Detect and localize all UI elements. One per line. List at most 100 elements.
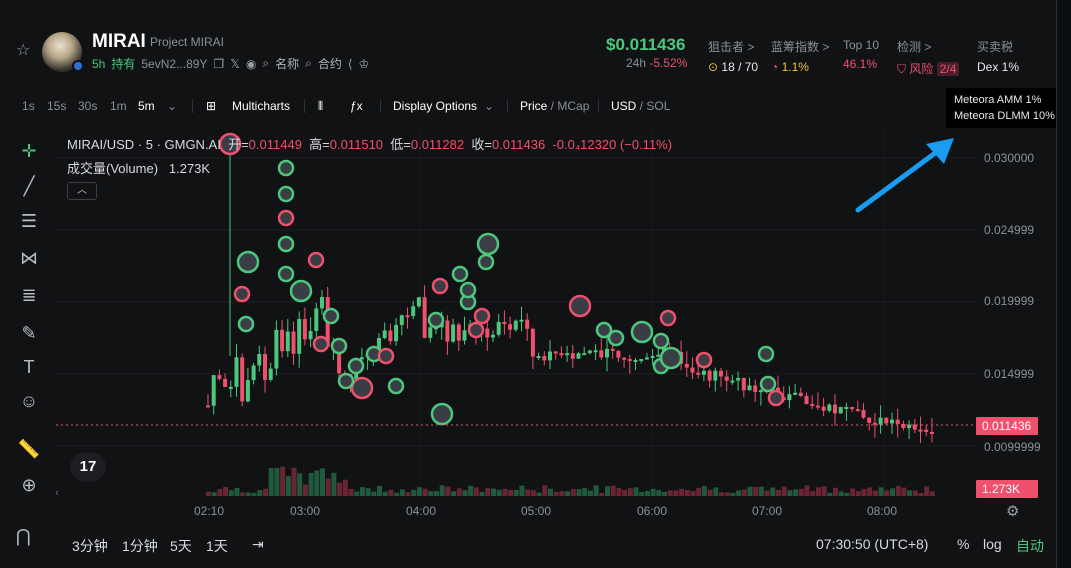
prediction-icon[interactable]: ≣ <box>21 285 37 305</box>
drawing-toolbar: ✛ ╱ ☰ ⋈ ≣ ✎ T ☺ 📏 ⊕ ‹ <box>0 130 59 568</box>
volume-bar <box>502 488 508 496</box>
volume-bar <box>302 484 308 496</box>
collapse-legend-button[interactable]: ︿ <box>67 182 97 200</box>
volume-bar <box>776 489 781 496</box>
candle-body <box>257 354 262 366</box>
candle-body <box>228 386 233 389</box>
brush-icon[interactable]: ✎ <box>21 323 37 343</box>
range-1d[interactable]: 1天 <box>206 538 228 554</box>
stat-value: Dex 1% <box>977 60 1020 74</box>
indicators-icon[interactable]: ƒx <box>350 99 363 113</box>
interval-1m[interactable]: 1m <box>110 99 127 113</box>
crown-icon[interactable]: ♔ <box>358 56 370 71</box>
multicharts-icon[interactable]: ⊞ <box>206 99 217 113</box>
x-tick: 04:00 <box>406 504 437 518</box>
trade-marker <box>695 351 713 369</box>
star-icon[interactable]: ☆ <box>16 42 31 59</box>
candle-body <box>878 417 883 425</box>
stat-label: 买卖税 <box>977 40 1014 54</box>
token-address[interactable]: 5evN2...89Y <box>141 56 208 71</box>
goto-date-icon[interactable]: ⇥ <box>252 536 264 552</box>
volume-bar <box>610 485 616 496</box>
website-icon[interactable]: ◉ <box>245 56 257 71</box>
stat-snipers[interactable]: 狙击者 > ⊙ 18 / 70 <box>708 38 758 74</box>
volume-bar <box>633 487 639 496</box>
auto-toggle[interactable]: 自动 <box>1016 538 1044 554</box>
trade-marker <box>347 357 365 375</box>
trade-marker <box>277 185 295 203</box>
pattern-icon[interactable]: ⋈ <box>20 248 38 268</box>
x-twitter-icon[interactable]: 𝕏 <box>230 56 240 71</box>
zoom-in-icon[interactable]: ⊕ <box>21 475 37 495</box>
log-toggle[interactable]: log <box>983 536 1002 552</box>
volume-bar <box>650 488 656 496</box>
range-1m[interactable]: 1分钟 <box>122 538 158 554</box>
y-tick: 0.0099999 <box>984 440 1041 454</box>
interval-30s[interactable]: 30s <box>78 99 98 113</box>
clock-label[interactable]: 07:30:50 (UTC+8) <box>816 536 929 552</box>
gear-icon[interactable]: ⚙ <box>1006 503 1020 520</box>
chevron-left-icon[interactable]: ‹ <box>55 487 59 499</box>
volume-bar <box>280 466 286 496</box>
ruler-icon[interactable]: 📏 <box>17 439 41 459</box>
fib-lines-icon[interactable]: ☰ <box>20 211 38 231</box>
candle-body <box>912 424 917 430</box>
candle-body <box>793 392 798 395</box>
volume-bar <box>616 488 622 496</box>
stat-value: ◔ 1.1% <box>771 60 809 74</box>
trade-marker <box>377 347 395 365</box>
search-icon[interactable]: ⌕ <box>305 56 312 70</box>
name-search-link[interactable]: 名称 <box>275 57 300 71</box>
search-icon[interactable]: ⌕ <box>262 56 270 70</box>
price-mcap-toggle[interactable]: Price / MCap <box>520 99 590 113</box>
tradingview-logo[interactable]: 17 <box>70 452 106 482</box>
trade-marker <box>277 235 295 253</box>
share-icon[interactable]: ⟨ <box>347 56 353 71</box>
candle-body <box>884 417 889 424</box>
trade-marker <box>350 376 374 400</box>
pool-fee-tooltip: Meteora AMM 1% Meteora DLMM 10% <box>946 88 1064 128</box>
stat-label: Top 10 <box>843 38 880 52</box>
display-options-button[interactable]: Display Options <box>393 99 478 113</box>
price-chart[interactable] <box>56 126 976 526</box>
usd-sol-toggle[interactable]: USD / SOL <box>611 99 671 113</box>
trendline-icon[interactable]: ╱ <box>23 176 35 196</box>
stat-bluechip[interactable]: 蓝筹指数 > ◔ 1.1% <box>771 38 829 74</box>
trade-marker <box>312 335 330 353</box>
magnet-icon[interactable]: ⋂ <box>16 526 31 546</box>
interval-15s[interactable]: 15s <box>47 99 67 113</box>
volume-bar <box>656 490 662 496</box>
candles-icon[interactable]: ⫴ <box>318 99 324 113</box>
range-5d[interactable]: 5天 <box>170 538 192 554</box>
interval-1s[interactable]: 1s <box>22 99 35 113</box>
crosshair-icon[interactable]: ✛ <box>21 141 37 161</box>
candle-body <box>405 315 410 318</box>
gauge-icon: ◔ <box>771 60 779 74</box>
volume-bar <box>314 470 320 496</box>
candle-body <box>416 297 421 307</box>
chevron-down-icon[interactable]: ⌄ <box>167 99 178 113</box>
range-3m[interactable]: 3分钟 <box>72 538 108 554</box>
candle-body <box>872 422 877 425</box>
trade-marker <box>607 329 625 347</box>
copy-icon[interactable]: ❐ <box>213 56 225 71</box>
contract-search-link[interactable]: 合约 <box>317 57 342 71</box>
candle-body <box>388 330 393 342</box>
chevron-down-icon[interactable]: ⌄ <box>484 99 495 113</box>
trade-marker <box>427 311 445 329</box>
stat-tax[interactable]: 买卖税 Dex 1% <box>977 38 1019 74</box>
stat-top10[interactable]: Top 10 46.1% <box>843 38 879 71</box>
percent-toggle[interactable]: % <box>957 536 970 552</box>
high-value: 0.011510 <box>329 137 384 152</box>
volume-bar <box>513 489 519 496</box>
emoji-icon[interactable]: ☺ <box>19 391 39 411</box>
text-icon[interactable]: T <box>23 357 35 377</box>
price-change: 24h -5.52% <box>626 56 687 70</box>
y-tick: 0.014999 <box>984 367 1035 381</box>
candle-body <box>610 348 615 351</box>
interval-5m[interactable]: 5m <box>138 99 155 113</box>
volume-bar <box>570 489 576 496</box>
stat-audit[interactable]: 检测 > ⛉ 风险 2/4 <box>897 38 960 77</box>
multicharts-button[interactable]: Multicharts <box>232 99 291 113</box>
volume-bar <box>582 488 588 496</box>
